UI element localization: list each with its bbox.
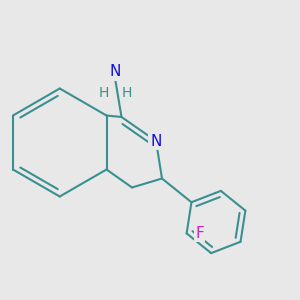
Text: N: N [150,134,162,148]
Text: N: N [110,64,121,80]
Text: F: F [195,226,204,241]
Text: H: H [122,86,132,100]
Text: H: H [99,86,109,100]
